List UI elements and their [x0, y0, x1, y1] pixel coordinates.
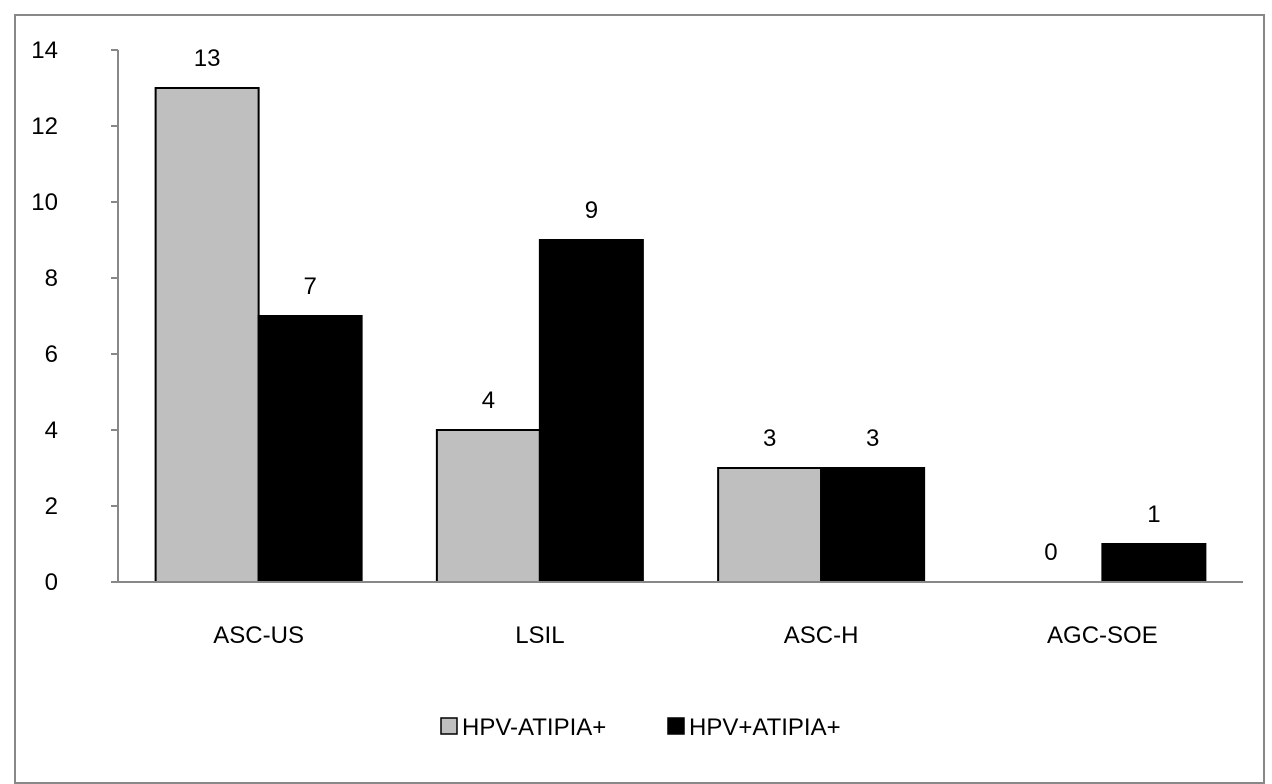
bars	[154, 87, 1207, 583]
data-label: 13	[194, 45, 221, 72]
y-tick-label: 4	[45, 417, 58, 444]
data-label: 9	[585, 197, 598, 224]
bar-lsil-series-2	[538, 239, 644, 583]
bar-asc-h-series-2	[820, 467, 926, 583]
legend-label: HPV+ATIPIA+	[689, 714, 841, 741]
data-label: 1	[1147, 501, 1160, 528]
data-label: 4	[482, 387, 495, 414]
x-category-label: LSIL	[515, 622, 564, 649]
data-label: 7	[303, 273, 316, 300]
legend-label: HPV-ATIPIA+	[462, 714, 606, 741]
y-tick-label: 2	[45, 493, 58, 520]
data-labels: 13 7 4 9 3 3 0 1	[194, 45, 1161, 566]
x-axis: ASC-US LSIL ASC-H AGC-SOE	[118, 581, 1243, 649]
legend-swatch	[667, 717, 685, 735]
y-tick-label: 12	[31, 113, 58, 140]
data-label: 3	[866, 425, 879, 452]
y-tick-label: 0	[45, 569, 58, 596]
data-label: 0	[1044, 539, 1057, 566]
x-category-label: AGC-SOE	[1047, 622, 1158, 649]
data-label: 3	[763, 425, 776, 452]
bar-lsil-series-1	[435, 429, 541, 583]
x-category-label: ASC-US	[213, 622, 304, 649]
y-axis: 0 2 4 6 8 10 12 14	[31, 37, 119, 596]
bar-agc-soe-series-2	[1101, 543, 1207, 583]
y-tick-label: 14	[31, 37, 58, 64]
bar-asc-us-series-1	[154, 87, 260, 583]
x-category-label: ASC-H	[784, 622, 859, 649]
y-tick-label: 10	[31, 189, 58, 216]
y-tick-label: 6	[45, 341, 58, 368]
bar-asc-h-series-1	[717, 467, 823, 583]
legend-swatch	[440, 717, 458, 735]
legend: HPV-ATIPIA+ HPV+ATIPIA+	[440, 714, 841, 741]
bar-asc-us-series-2	[257, 315, 363, 583]
y-tick-label: 8	[45, 265, 58, 292]
